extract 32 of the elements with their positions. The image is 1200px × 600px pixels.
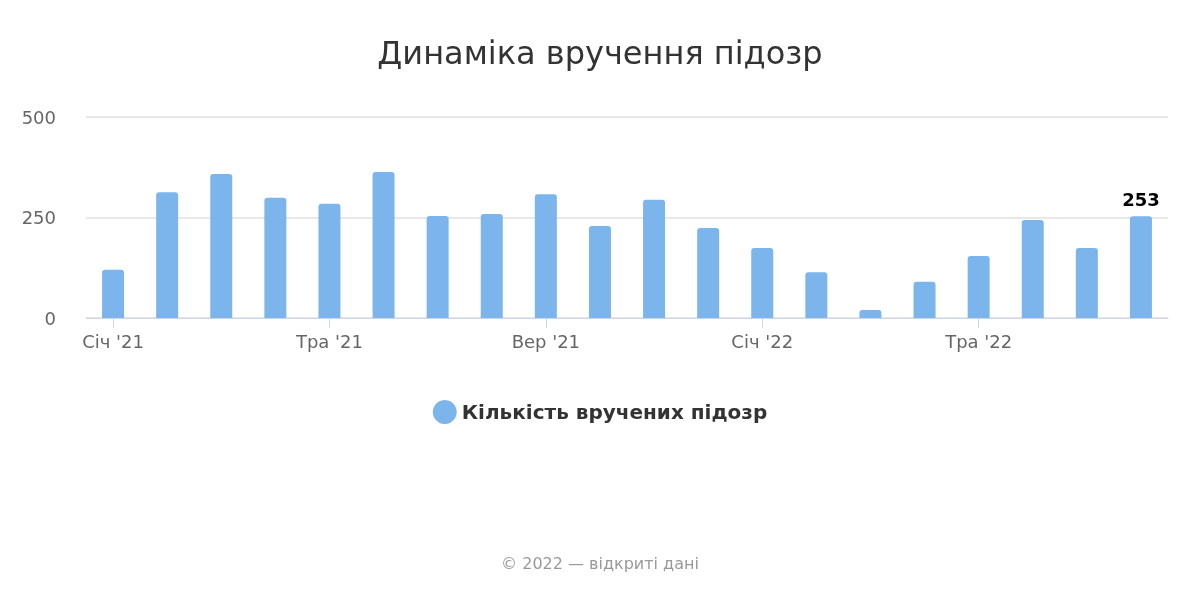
bar (859, 309, 882, 318)
bar (372, 172, 395, 318)
y-tick-label: 500 (21, 106, 56, 128)
x-tick-label: Січ '22 (731, 330, 794, 352)
bar (1129, 216, 1152, 318)
bar (588, 225, 611, 318)
data-label: 253 (1122, 188, 1160, 210)
bar (264, 197, 287, 318)
bar (210, 174, 233, 318)
y-tick-label: 0 (44, 307, 56, 329)
bar (697, 227, 720, 318)
bar (480, 213, 503, 318)
x-tick-label: Вер '21 (511, 330, 581, 352)
bar (913, 281, 936, 318)
x-tick-label: Січ '21 (82, 330, 144, 352)
bar (643, 199, 666, 318)
chart-title: Динаміка вручення підозр (377, 34, 823, 72)
bar (102, 269, 125, 318)
x-tick-label: Тра '21 (294, 330, 363, 352)
legend-label: Кількість вручених підозр (461, 400, 768, 424)
bar (426, 215, 449, 318)
bar (967, 256, 990, 318)
x-tick-label: Тра '22 (944, 330, 1013, 352)
bar (156, 192, 179, 318)
bar (1021, 219, 1044, 318)
bar (534, 194, 557, 318)
text: © 2022 — відкриті дані (501, 553, 699, 573)
bar (318, 203, 341, 318)
bar (1075, 248, 1098, 318)
y-tick-label: 250 (21, 207, 56, 228)
bar (805, 272, 828, 318)
bar (751, 248, 774, 318)
